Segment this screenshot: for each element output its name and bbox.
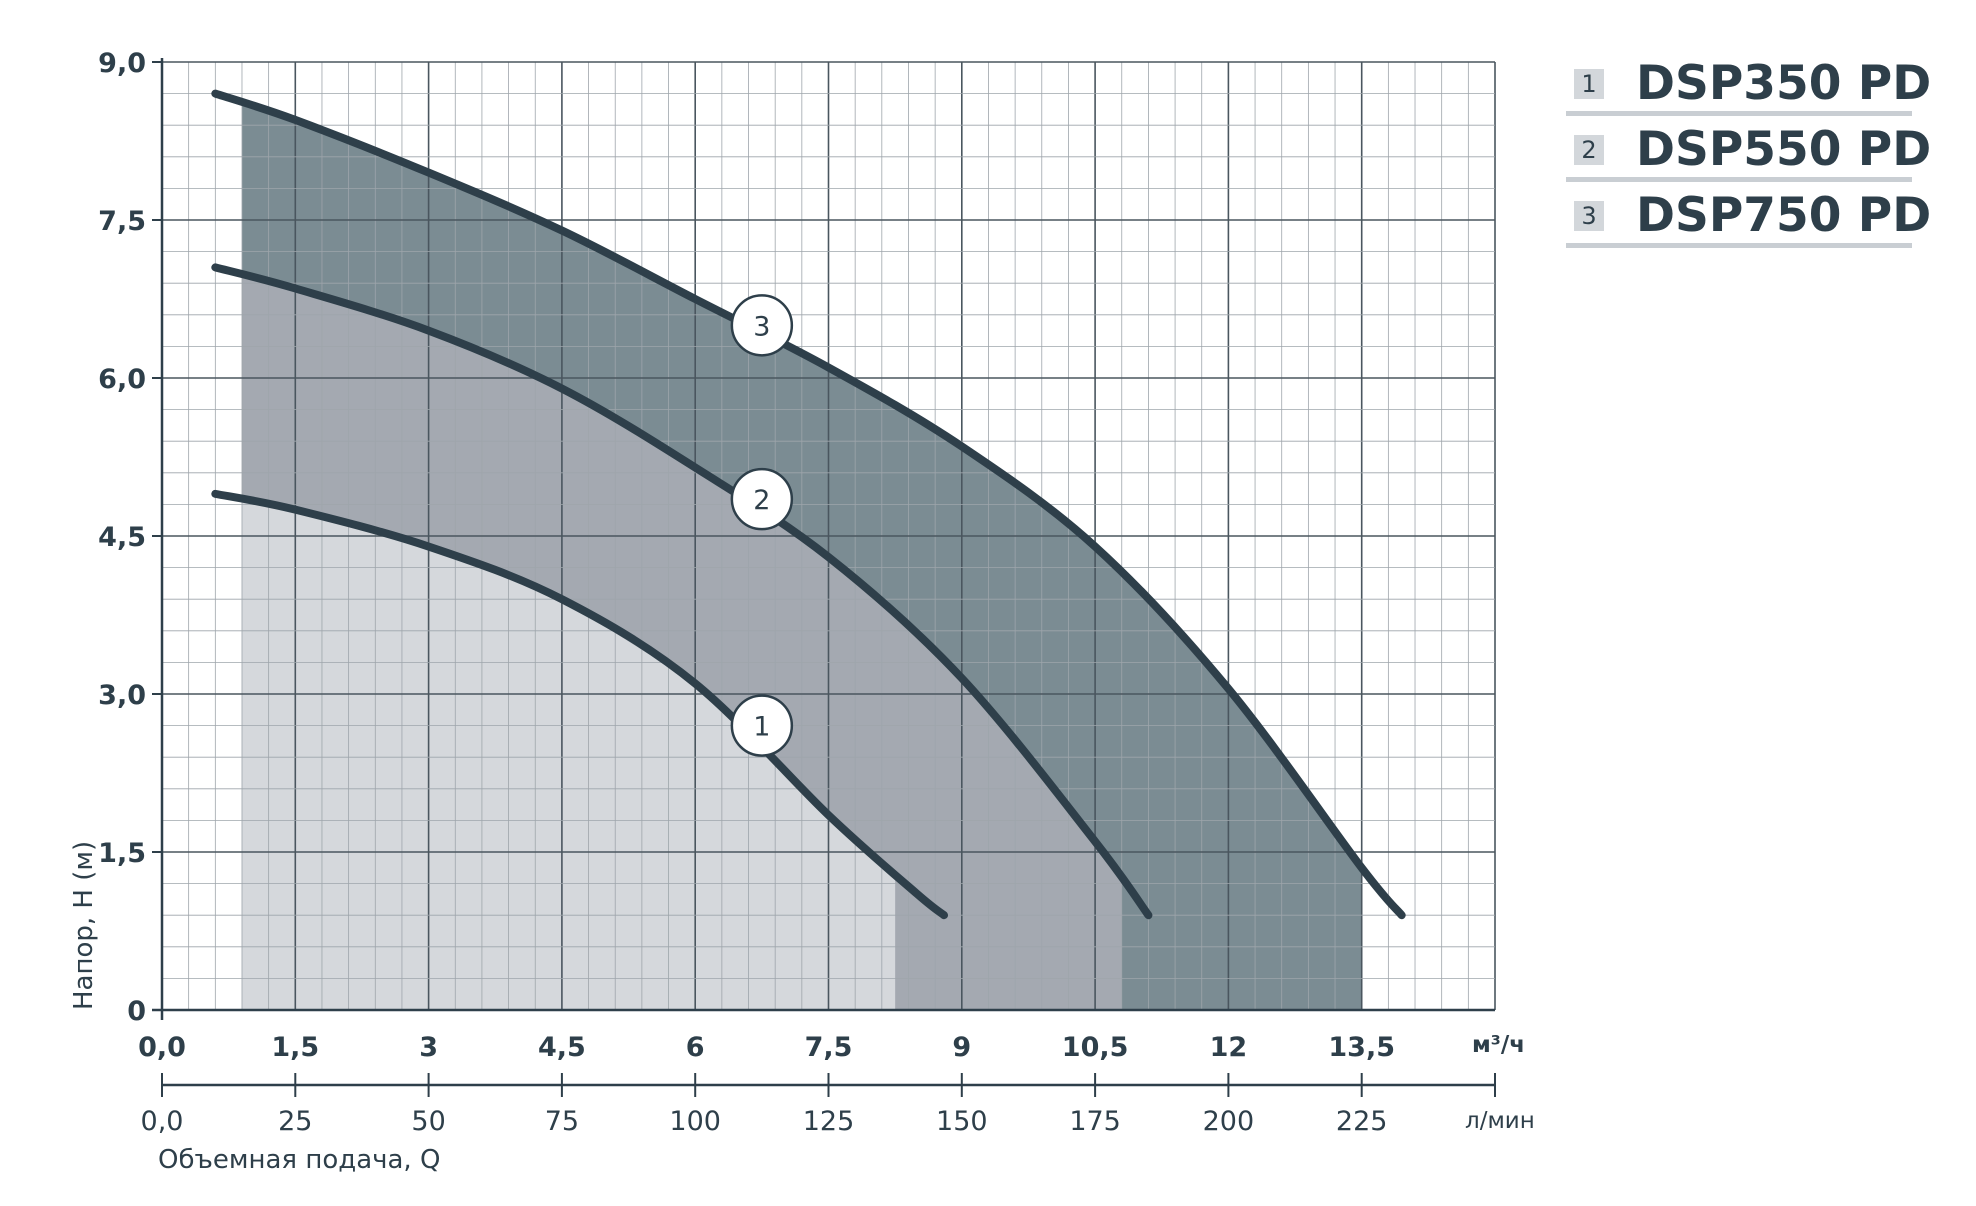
legend-marker: 3 bbox=[1574, 201, 1604, 231]
legend-item: 1 DSP350 PD bbox=[1566, 50, 1931, 116]
x2-tick-label: 125 bbox=[803, 1106, 855, 1137]
series-curves bbox=[211, 89, 1406, 920]
x-tick-label: 13,5 bbox=[1328, 1032, 1395, 1063]
legend: 1 DSP350 PD 2 DSP550 PD 3 DSP750 PD bbox=[1566, 50, 1931, 248]
legend-item: 2 DSP550 PD bbox=[1566, 116, 1931, 182]
x-axis-title: Объемная подача, Q bbox=[158, 1145, 440, 1175]
x2-tick-label: 25 bbox=[278, 1106, 312, 1137]
x-axis-unit: м³/ч bbox=[1472, 1032, 1525, 1058]
x2-tick-label: 0,0 bbox=[141, 1106, 184, 1137]
x2-tick-label: 175 bbox=[1069, 1106, 1121, 1137]
x-tick-label: 10,5 bbox=[1062, 1032, 1129, 1063]
series-marker-label: 1 bbox=[753, 712, 770, 743]
x-axis-ticks: 0,0 1,5 3 4,5 6 7,5 9 10,5 12 13,5 bbox=[138, 1032, 1395, 1063]
y-axis-ticks: 0 1,5 3,0 4,5 6,0 7,5 9,0 bbox=[98, 48, 162, 1027]
x-tick-label: 4,5 bbox=[538, 1032, 586, 1063]
x2-tick-label: 75 bbox=[545, 1106, 579, 1137]
series-marker-circle bbox=[730, 467, 794, 531]
series-line-3 bbox=[211, 89, 1406, 920]
series-markers: 1 2 3 bbox=[730, 294, 794, 757]
x2-tick-label: 50 bbox=[411, 1106, 445, 1137]
series-marker-circle bbox=[730, 694, 794, 757]
legend-marker: 1 bbox=[1574, 69, 1604, 99]
x-tick-label: 9 bbox=[952, 1032, 971, 1063]
y-tick-label: 9,0 bbox=[98, 48, 146, 79]
legend-item: 3 DSP750 PD bbox=[1566, 182, 1931, 248]
y-tick-label: 3,0 bbox=[98, 680, 146, 711]
x2-tick-label: 225 bbox=[1336, 1106, 1388, 1137]
series-marker-label: 3 bbox=[753, 311, 770, 342]
x2-tick-label: 200 bbox=[1203, 1106, 1255, 1137]
x-tick-label: 1,5 bbox=[271, 1032, 319, 1063]
series-line-1 bbox=[211, 489, 949, 920]
x2-axis-unit: л/мин bbox=[1465, 1108, 1535, 1134]
x-tick-label: 7,5 bbox=[805, 1032, 853, 1063]
series-line-2 bbox=[211, 263, 1153, 920]
x-tick-label: 12 bbox=[1210, 1032, 1248, 1063]
x2-tick-label: 100 bbox=[669, 1106, 721, 1137]
grid bbox=[152, 58, 1496, 1020]
y-tick-label: 7,5 bbox=[98, 206, 146, 237]
x-tick-label: 0,0 bbox=[138, 1032, 186, 1063]
x-tick-label: 3 bbox=[419, 1032, 438, 1063]
y-tick-label: 1,5 bbox=[98, 838, 146, 869]
y-tick-label: 4,5 bbox=[98, 522, 146, 553]
legend-label: DSP550 PD bbox=[1636, 122, 1932, 177]
x2-tick-label: 150 bbox=[936, 1106, 988, 1137]
range-fill-1 bbox=[241, 499, 896, 1010]
y-tick-label: 6,0 bbox=[98, 364, 146, 395]
y-tick-label: 0 bbox=[127, 996, 146, 1027]
y-axis-title: Напор, H (м) bbox=[69, 841, 99, 1010]
series-marker-label: 2 bbox=[753, 485, 770, 516]
x-tick-label: 6 bbox=[686, 1032, 705, 1063]
legend-label: DSP750 PD bbox=[1636, 188, 1932, 243]
series-marker-circle bbox=[730, 294, 794, 357]
legend-label: DSP350 PD bbox=[1636, 56, 1932, 111]
legend-marker: 2 bbox=[1574, 135, 1604, 165]
x2-axis: 0,0 25 50 75 100 125 150 175 200 225 bbox=[141, 1073, 1496, 1137]
